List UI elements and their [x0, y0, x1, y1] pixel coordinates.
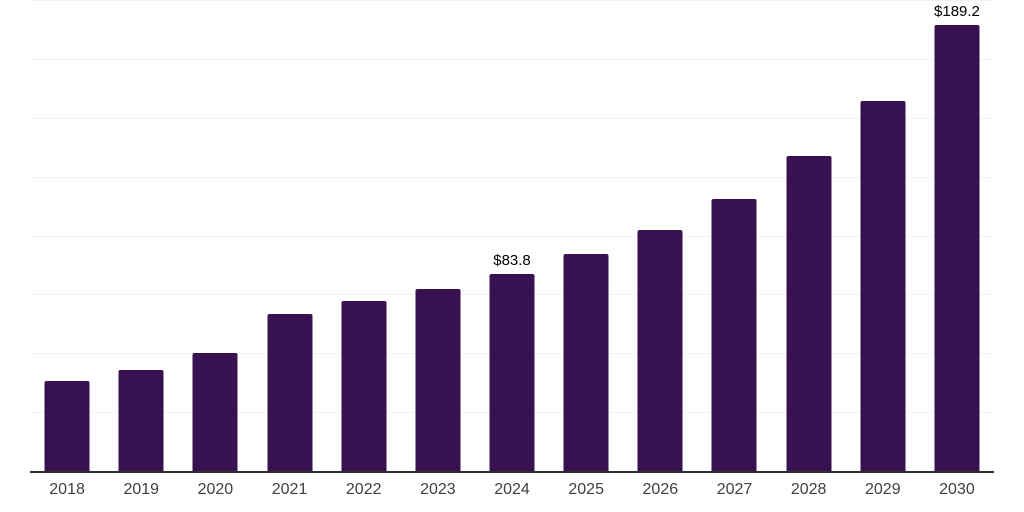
plot-area: $83.8 $189.2	[30, 0, 994, 473]
x-tick-label-2020: 2020	[197, 481, 234, 498]
gridline-150	[30, 117, 994, 119]
bar-2024[interactable]	[489, 273, 535, 471]
bar-2029[interactable]	[860, 101, 906, 471]
bar-2018[interactable]	[44, 380, 90, 471]
bar-cell-2025	[549, 0, 623, 471]
bar-cell-2020	[178, 0, 252, 471]
bar-cell-2018	[30, 0, 104, 471]
x-tick-label-2029: 2029	[865, 481, 901, 498]
data-label-2030: $189.2	[934, 3, 980, 21]
x-tick-label-2028: 2028	[790, 481, 827, 498]
bar-cell-2029	[846, 0, 920, 471]
bar-cell-2026	[623, 0, 697, 471]
bar-2020[interactable]	[192, 353, 238, 471]
x-tick-label-2021: 2021	[271, 481, 308, 498]
bar-cell-2022	[327, 0, 401, 471]
x-axis: 2018 2019 2020 2021 2022 2023 2024 2025 2026 2027…	[30, 481, 994, 499]
x-tick-label-2023: 2023	[420, 481, 456, 498]
bar-2019[interactable]	[118, 369, 164, 471]
bar-2021[interactable]	[267, 313, 313, 471]
x-tick-label-2027: 2027	[716, 481, 753, 498]
x-tick-label-2024: 2024	[494, 481, 530, 498]
bar-cell-2024: $83.8	[475, 0, 549, 471]
x-tick-label-2030: 2030	[939, 481, 975, 498]
x-tick-label-2019: 2019	[123, 481, 160, 498]
bar-2028[interactable]	[786, 156, 832, 471]
x-tick-label-2018: 2018	[49, 481, 85, 498]
bar-2022[interactable]	[341, 301, 387, 471]
bar-2026[interactable]	[637, 229, 683, 471]
bar-cell-2021	[252, 0, 326, 471]
bar-2023[interactable]	[415, 288, 461, 471]
gridline-175	[30, 58, 994, 60]
bar-2025[interactable]	[563, 254, 609, 471]
bar-cell-2019	[104, 0, 178, 471]
bar-cell-2023	[401, 0, 475, 471]
bar-cell-2028	[772, 0, 846, 471]
bar-2027[interactable]	[711, 199, 757, 471]
bar-2030[interactable]	[934, 25, 980, 471]
gridline-100	[30, 235, 994, 237]
data-label-2024: $83.8	[493, 251, 531, 269]
gridline-200	[30, 0, 994, 1]
bars-container: $83.8 $189.2	[30, 0, 994, 471]
gridline-125	[30, 176, 994, 178]
x-tick-label-2022: 2022	[345, 481, 382, 498]
x-tick-label-2026: 2026	[642, 481, 679, 498]
bar-cell-2027	[697, 0, 771, 471]
x-tick-label-2025: 2025	[568, 481, 604, 498]
bar-cell-2030: $189.2	[920, 0, 994, 471]
